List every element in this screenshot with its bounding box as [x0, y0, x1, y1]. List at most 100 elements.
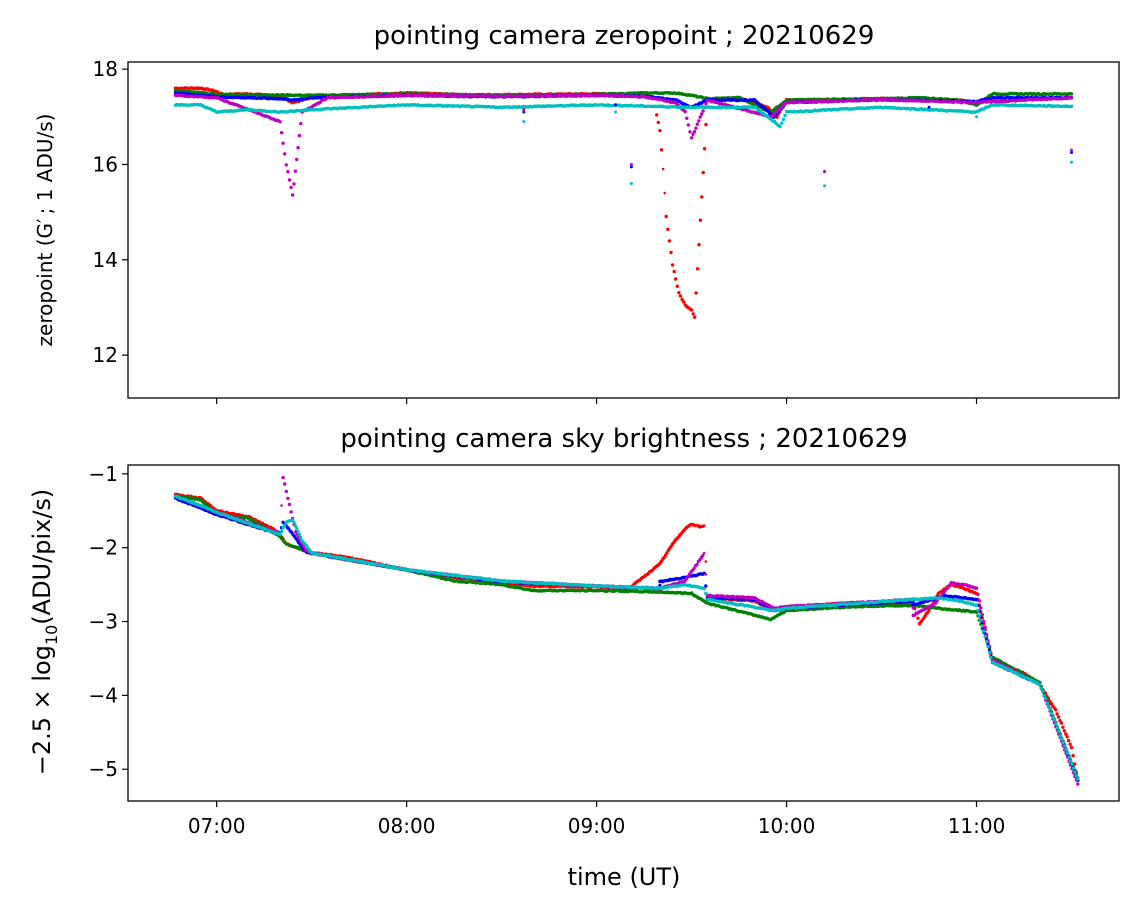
data-point: [289, 185, 293, 190]
data-point: [293, 169, 298, 173]
data-point: [781, 117, 786, 122]
data-point: [823, 184, 827, 188]
data-point: [1070, 151, 1074, 155]
data-point: [287, 178, 292, 182]
zeropoint-isolated-points-0: [522, 103, 1074, 174]
data-point: [614, 110, 618, 114]
data-point: [701, 170, 705, 175]
zeropoint-marks: [173, 86, 1074, 319]
data-point: [691, 132, 695, 136]
data-point: [286, 170, 290, 174]
data-point: [674, 277, 678, 281]
data-point: [1069, 104, 1074, 109]
zeropoint-title: pointing camera zeropoint ; 20210629: [374, 21, 875, 51]
data-point: [629, 162, 633, 166]
data-point: [279, 131, 284, 135]
data-point: [1069, 745, 1074, 750]
sky-brightness-series-1: [173, 494, 1080, 780]
data-point: [780, 121, 784, 125]
data-point: [698, 115, 702, 119]
data-point: [663, 553, 668, 557]
data-point: [672, 269, 676, 274]
data-point: [694, 291, 698, 295]
data-point: [783, 113, 787, 118]
data-point: [1059, 721, 1064, 725]
data-point: [614, 103, 618, 107]
data-point: [688, 130, 692, 134]
data-point: [697, 243, 701, 247]
data-point: [927, 105, 931, 109]
data-point: [669, 250, 673, 255]
data-point: [689, 136, 694, 140]
data-point: [297, 133, 302, 138]
data-point: [284, 163, 288, 167]
zeropoint-isolated-points-1: [522, 110, 1074, 188]
data-point: [927, 608, 931, 612]
data-point: [1054, 708, 1058, 712]
data-point: [689, 308, 694, 312]
data-point: [1069, 96, 1074, 100]
data-point: [702, 147, 707, 151]
data-point: [686, 123, 691, 127]
data-point: [823, 170, 827, 174]
data-point: [1068, 742, 1072, 746]
data-point: [692, 130, 697, 134]
zeropoint-frame: [127, 61, 1120, 399]
data-point: [685, 116, 689, 120]
data-point: [299, 121, 303, 126]
data-point: [680, 297, 684, 302]
data-point: [655, 113, 659, 117]
data-point: [974, 598, 979, 602]
data-point: [704, 122, 708, 127]
data-point: [659, 148, 664, 152]
data-point: [975, 115, 979, 119]
zeropoint-y-tick-label: 16: [93, 152, 118, 176]
data-point: [1064, 732, 1068, 736]
data-point: [694, 126, 698, 130]
data-point: [1066, 738, 1071, 743]
data-point: [697, 119, 701, 123]
data-point: [292, 182, 296, 186]
zeropoint-y-tick-label: 12: [93, 343, 118, 367]
data-point: [1065, 735, 1069, 739]
data-point: [1061, 725, 1065, 729]
data-point: [1070, 148, 1074, 152]
data-point: [677, 291, 681, 295]
data-point: [656, 120, 660, 125]
zeropoint-y-tick-label: 14: [93, 248, 118, 272]
data-point: [678, 294, 683, 298]
data-point: [1062, 729, 1067, 733]
data-point: [663, 191, 666, 195]
data-point: [691, 312, 695, 316]
data-point: [1073, 762, 1077, 766]
data-point: [661, 167, 665, 171]
data-point: [296, 146, 300, 150]
data-point: [522, 120, 526, 124]
data-point: [698, 218, 703, 222]
data-point: [704, 101, 708, 106]
data-point: [522, 108, 526, 112]
data-point: [283, 152, 287, 156]
data-point: [666, 227, 670, 231]
data-point: [1069, 92, 1074, 96]
data-point: [522, 110, 526, 114]
data-point: [664, 214, 668, 219]
zeropoint-isolated-points-2: [522, 108, 1074, 174]
data-point: [281, 141, 285, 145]
zeropoint-x-ticks: [216, 398, 978, 404]
data-point: [704, 584, 708, 588]
zeropoint-y-ticks: 12 14 16 18: [93, 57, 128, 367]
sky-brightness-series-2: [173, 496, 1080, 783]
zeropoint-y-axis-label: zeropoint (G′; 1 ADU/s): [33, 114, 57, 347]
sky-brightness-series-0: [173, 492, 1080, 783]
zeropoint-series-4: [173, 102, 1074, 129]
data-point: [295, 157, 299, 162]
data-point: [682, 300, 686, 304]
zeropoint-y-tick-label: 18: [93, 57, 118, 81]
data-point: [675, 284, 679, 288]
data-point: [658, 128, 662, 133]
data-point: [629, 165, 633, 169]
data-point: [916, 616, 920, 620]
zeropoint-series-0: [173, 86, 979, 319]
